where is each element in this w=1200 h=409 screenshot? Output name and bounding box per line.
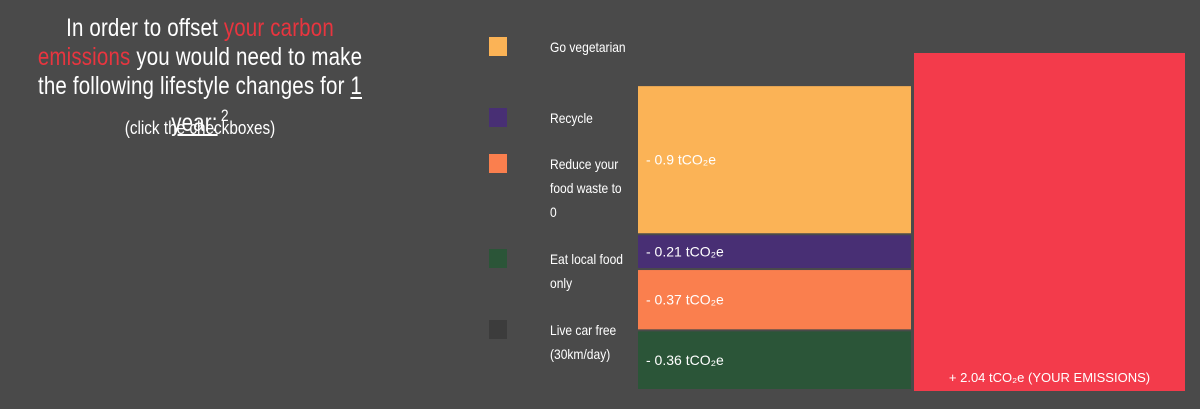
legend-label: Recycle — [550, 110, 593, 126]
legend-checkbox[interactable] — [489, 249, 507, 268]
title-duration: 1 year: — [171, 72, 363, 137]
legend-label: Reduce your food waste to 0 — [550, 156, 622, 220]
bar-segment-recycle — [638, 235, 911, 269]
title-part2: you would need to make the following lif… — [37, 43, 363, 100]
legend-checkbox[interactable] — [489, 154, 507, 173]
bar-segment-reduce-your-food-waste-to-0 — [638, 270, 911, 330]
title-highlight: your carbon emissions — [37, 14, 334, 71]
data-label-reduce-your-food-waste-to-0: - 0.37 tCO₂e — [646, 292, 724, 308]
bar-segment-go-vegetarian — [638, 86, 911, 234]
data-label-go-vegetarian: - 0.9 tCO₂e — [646, 152, 716, 168]
data-label-eat-local-food-only: - 0.36 tCO₂e — [646, 352, 724, 368]
page-title: In order to offset your carbon emissions… — [36, 14, 364, 138]
legend-checkbox[interactable] — [489, 37, 507, 56]
data-label-recycle: - 0.21 tCO₂e — [646, 244, 724, 260]
legend-checkbox[interactable] — [489, 108, 507, 127]
legend-checkbox[interactable] — [489, 320, 507, 339]
bar-segment-eat-local-food-only — [638, 331, 911, 389]
title-part1: In order to offset — [66, 14, 224, 42]
emissions-bar — [914, 53, 1185, 391]
legend-label: Live car free (30km/day) — [550, 322, 617, 362]
emissions-label: + 2.04 tCO₂e (YOUR EMISSIONS) — [949, 370, 1150, 385]
instructions-text: (click the checkboxes) — [124, 118, 276, 138]
legend-label: Go vegetarian — [550, 39, 626, 55]
legend-label: Eat local food only — [550, 251, 623, 291]
footnote-marker[interactable]: 2 — [220, 106, 229, 125]
